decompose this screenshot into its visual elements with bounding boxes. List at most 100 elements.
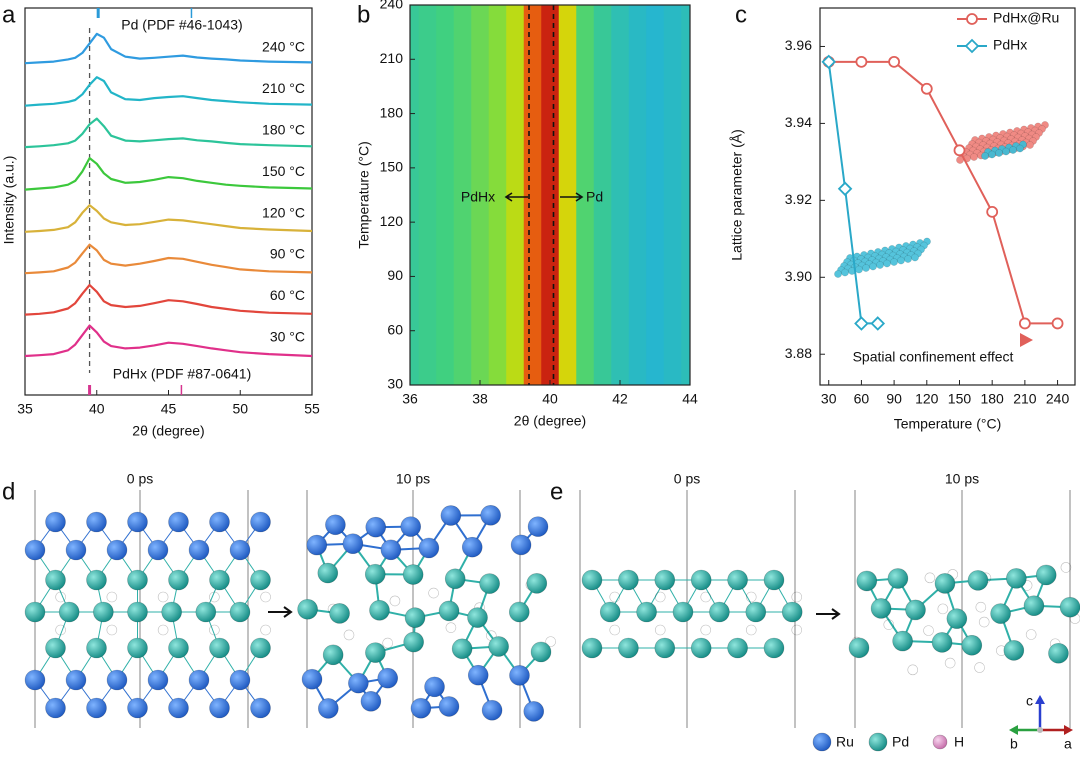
legend-label: Pd: [892, 734, 909, 750]
atom-pd: [673, 602, 693, 622]
y-tick-label: 3.96: [785, 37, 812, 53]
atom-ru: [462, 537, 482, 557]
atom-h: [1026, 630, 1036, 640]
inset-atom: [855, 266, 862, 273]
data-point: [987, 207, 997, 217]
inset-atom: [1009, 146, 1016, 153]
axis-label: b: [1010, 736, 1018, 752]
x-tick-label: 180: [980, 391, 1004, 407]
atom-ru: [361, 691, 381, 711]
series-label: 240 °C: [262, 39, 305, 55]
x-tick-label: 36: [402, 391, 418, 407]
inset-atom: [1016, 145, 1023, 152]
legend-atom: [813, 733, 831, 751]
atom-pd: [618, 638, 638, 658]
inset-atom: [869, 263, 876, 270]
atom-pd: [196, 602, 216, 622]
x-axis-title: Temperature (°C): [894, 416, 1002, 432]
y-tick-label: 210: [380, 50, 404, 66]
heatmap-cell: [629, 5, 647, 385]
legend-label: Ru: [836, 734, 854, 750]
atom-pd: [871, 598, 891, 618]
y-axis-title: Lattice parameter (Å): [729, 129, 745, 261]
atom-h: [261, 625, 271, 635]
atom-pd: [618, 570, 638, 590]
atom-pd: [1060, 597, 1080, 617]
atom-h: [56, 592, 66, 602]
axis-c-head: [1035, 695, 1045, 704]
series-line: [829, 62, 878, 324]
atom-h: [976, 602, 986, 612]
atom-h: [209, 592, 219, 602]
atom-pd: [46, 638, 66, 658]
atom-ru: [348, 673, 368, 693]
atom-ru: [25, 670, 45, 690]
atom-h: [945, 658, 955, 668]
atom-ru: [66, 540, 86, 560]
heatmap-cell: [681, 5, 690, 385]
atom-pd: [46, 570, 66, 590]
inset-atom: [981, 152, 988, 159]
axis-label: a: [1064, 736, 1072, 752]
inset-atom: [841, 269, 848, 276]
atom-pd: [480, 574, 500, 594]
data-point: [1020, 318, 1030, 328]
reference-label: Pd (PDF #46-1043): [121, 17, 242, 33]
atom-pd: [445, 569, 465, 589]
atom-pd: [59, 602, 79, 622]
atom-ru: [169, 698, 189, 718]
y-tick-label: 180: [380, 104, 404, 120]
heatmap-cell: [664, 5, 682, 385]
atom-pd: [888, 568, 908, 588]
data-point: [922, 84, 932, 94]
atom-pd: [298, 599, 318, 619]
atom-ru: [46, 698, 66, 718]
atom-pd: [1024, 596, 1044, 616]
atom-pd: [210, 638, 230, 658]
atom-ru: [169, 512, 189, 532]
atom-pd: [709, 602, 729, 622]
inset-atom: [883, 260, 890, 267]
heatmap-cell: [524, 5, 542, 385]
atom-ru: [128, 698, 148, 718]
atom-pd: [87, 638, 107, 658]
atom-ru: [528, 517, 548, 537]
atom-h: [383, 638, 393, 648]
atom-ru: [401, 517, 421, 537]
legend-atom: [869, 733, 887, 751]
atom-pd: [935, 573, 955, 593]
atom-pd: [251, 570, 271, 590]
legend-label: H: [954, 734, 964, 750]
atom-h: [344, 630, 354, 640]
atom-ru: [128, 512, 148, 532]
atom-ru: [411, 698, 431, 718]
atom-pd: [369, 600, 389, 620]
atom-h: [107, 625, 117, 635]
atom-h: [390, 596, 400, 606]
legend-marker: [966, 40, 978, 52]
atom-pd: [489, 636, 509, 656]
panel-label: a: [2, 1, 16, 28]
y-tick-label: 3.92: [785, 191, 812, 207]
series-label: 60 °C: [270, 287, 305, 303]
atom-h: [429, 588, 439, 598]
atom-pd: [405, 608, 425, 628]
annotation: Pd: [586, 189, 603, 205]
atom-ru: [210, 698, 230, 718]
atom-ru: [46, 512, 66, 532]
axis-b-head: [1009, 725, 1018, 735]
inset-atom: [904, 255, 911, 262]
atom-ru: [107, 670, 127, 690]
inset-atom: [1002, 148, 1009, 155]
atom-pd: [962, 635, 982, 655]
atom-ru: [148, 670, 168, 690]
atom-pd: [857, 571, 877, 591]
atom-pd: [582, 570, 602, 590]
y-tick-label: 3.88: [785, 345, 812, 361]
atom-pd: [746, 602, 766, 622]
atom-ru: [524, 701, 544, 721]
atom-ru: [378, 668, 398, 688]
series-label: 180 °C: [262, 122, 305, 138]
y-axis-title: Intensity (a.u.): [1, 156, 17, 245]
